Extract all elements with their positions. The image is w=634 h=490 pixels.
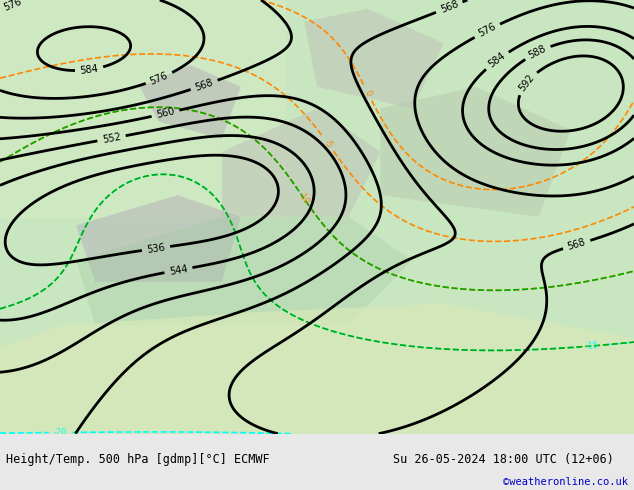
Text: 592: 592 — [517, 73, 536, 93]
Text: 552: 552 — [101, 132, 122, 145]
Text: 568: 568 — [439, 0, 460, 15]
Text: -10: -10 — [296, 190, 311, 206]
Text: 576: 576 — [477, 22, 498, 39]
Polygon shape — [380, 87, 571, 217]
Polygon shape — [139, 65, 241, 139]
Text: 576: 576 — [148, 70, 170, 87]
Polygon shape — [76, 217, 412, 325]
Text: 584: 584 — [79, 64, 99, 76]
Text: Height/Temp. 500 hPa [gdmp][°C] ECMWF: Height/Temp. 500 hPa [gdmp][°C] ECMWF — [6, 453, 270, 466]
Polygon shape — [0, 0, 634, 434]
Polygon shape — [0, 304, 634, 434]
Text: 588: 588 — [527, 44, 548, 61]
Polygon shape — [0, 0, 285, 217]
Text: 568: 568 — [566, 237, 587, 252]
Text: 576: 576 — [3, 0, 23, 13]
Text: -15: -15 — [585, 341, 600, 351]
Text: Su 26-05-2024 18:00 UTC (12+06): Su 26-05-2024 18:00 UTC (12+06) — [393, 453, 614, 466]
Polygon shape — [222, 108, 380, 217]
Text: -5: -5 — [322, 138, 334, 150]
Text: 560: 560 — [155, 106, 176, 120]
Text: ©weatheronline.co.uk: ©weatheronline.co.uk — [503, 477, 628, 487]
Text: 536: 536 — [146, 242, 166, 255]
Polygon shape — [304, 9, 444, 108]
Text: 544: 544 — [169, 264, 188, 277]
Text: -20: -20 — [54, 428, 67, 437]
Text: 568: 568 — [194, 77, 214, 93]
Polygon shape — [76, 195, 241, 282]
Text: 584: 584 — [487, 51, 507, 70]
Text: 0: 0 — [363, 89, 373, 98]
